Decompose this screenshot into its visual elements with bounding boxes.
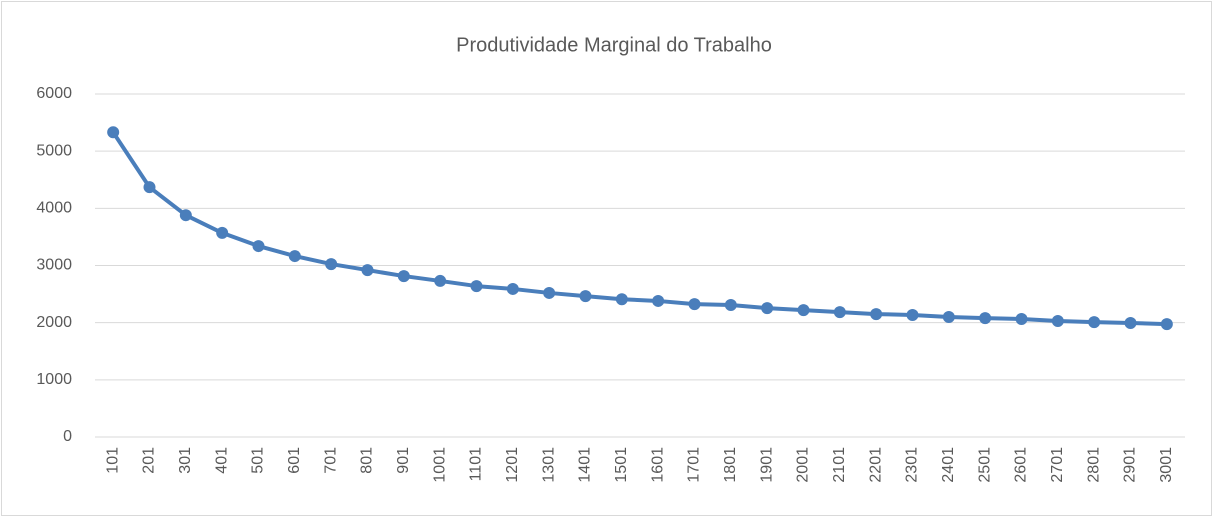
x-tick-label: 2301 — [904, 447, 921, 483]
marker — [652, 294, 665, 307]
y-tick-label: 5000 — [36, 142, 72, 159]
marker — [1124, 316, 1137, 329]
x-tick-label: 2501 — [976, 447, 993, 483]
y-tick-label: 1000 — [36, 371, 72, 388]
x-tick-label: 2001 — [795, 447, 812, 483]
x-tick-label: 1401 — [577, 447, 594, 483]
x-tick-label: 401 — [213, 447, 230, 474]
marker — [143, 181, 156, 194]
x-tick-label: 2801 — [1085, 447, 1102, 483]
y-tick-label: 4000 — [36, 200, 72, 217]
x-tick-label: 701 — [322, 447, 339, 474]
x-tick-label: 1501 — [613, 447, 630, 483]
x-tick-label: 1901 — [758, 447, 775, 483]
x-tick-label: 2701 — [1049, 447, 1066, 483]
marker — [1160, 318, 1173, 331]
x-tick-label: 801 — [359, 447, 376, 474]
marker — [216, 226, 229, 239]
marker — [579, 290, 592, 303]
marker — [107, 126, 120, 139]
x-tick-label: 501 — [250, 447, 267, 474]
marker — [543, 286, 556, 299]
x-tick-label: 1001 — [431, 447, 448, 483]
x-tick-label: 1801 — [722, 447, 739, 483]
x-tick-label: 301 — [177, 447, 194, 474]
x-tick-label: 1101 — [468, 447, 485, 482]
y-tick-label: 2000 — [36, 314, 72, 331]
y-tick-label: 3000 — [36, 257, 72, 274]
x-tick-label: 2101 — [831, 447, 848, 483]
x-tick-label: 101 — [104, 447, 121, 474]
marker — [252, 240, 265, 253]
marker — [361, 264, 374, 277]
marker — [434, 274, 447, 287]
marker — [979, 312, 992, 325]
x-tick-label: 1201 — [504, 447, 521, 483]
marker — [506, 282, 519, 295]
marker — [1015, 312, 1028, 325]
x-tick-label: 601 — [286, 447, 303, 474]
marker — [325, 258, 338, 271]
marker — [615, 293, 628, 306]
marker — [942, 310, 955, 323]
line — [111, 131, 1167, 327]
x-tick-label: 2401 — [940, 447, 957, 483]
y-tick-label: 6000 — [36, 85, 72, 102]
marker — [870, 308, 883, 321]
marker — [1051, 314, 1064, 327]
chart-title: Produtividade Marginal do Trabalho — [456, 34, 772, 56]
x-tick-label: 1701 — [686, 447, 703, 483]
marker — [397, 270, 410, 283]
marker — [470, 280, 483, 293]
x-tick-label: 201 — [141, 447, 158, 474]
marker — [797, 304, 810, 317]
x-tick-label: 2201 — [867, 447, 884, 483]
marker — [179, 209, 192, 222]
marker — [724, 298, 737, 311]
marker — [833, 306, 846, 319]
y-tick-label: 0 — [63, 428, 72, 445]
marker — [288, 250, 301, 263]
marker — [1088, 316, 1101, 329]
marker — [761, 302, 774, 315]
x-tick-label: 901 — [395, 447, 412, 474]
x-tick-label: 1601 — [649, 447, 666, 483]
x-tick-label: 3001 — [1158, 447, 1175, 483]
marker — [906, 308, 919, 321]
x-tick-label: 1301 — [540, 447, 557, 483]
x-tick-label: 2901 — [1122, 447, 1139, 483]
x-tick-label: 2601 — [1013, 447, 1030, 483]
marker — [688, 298, 701, 311]
